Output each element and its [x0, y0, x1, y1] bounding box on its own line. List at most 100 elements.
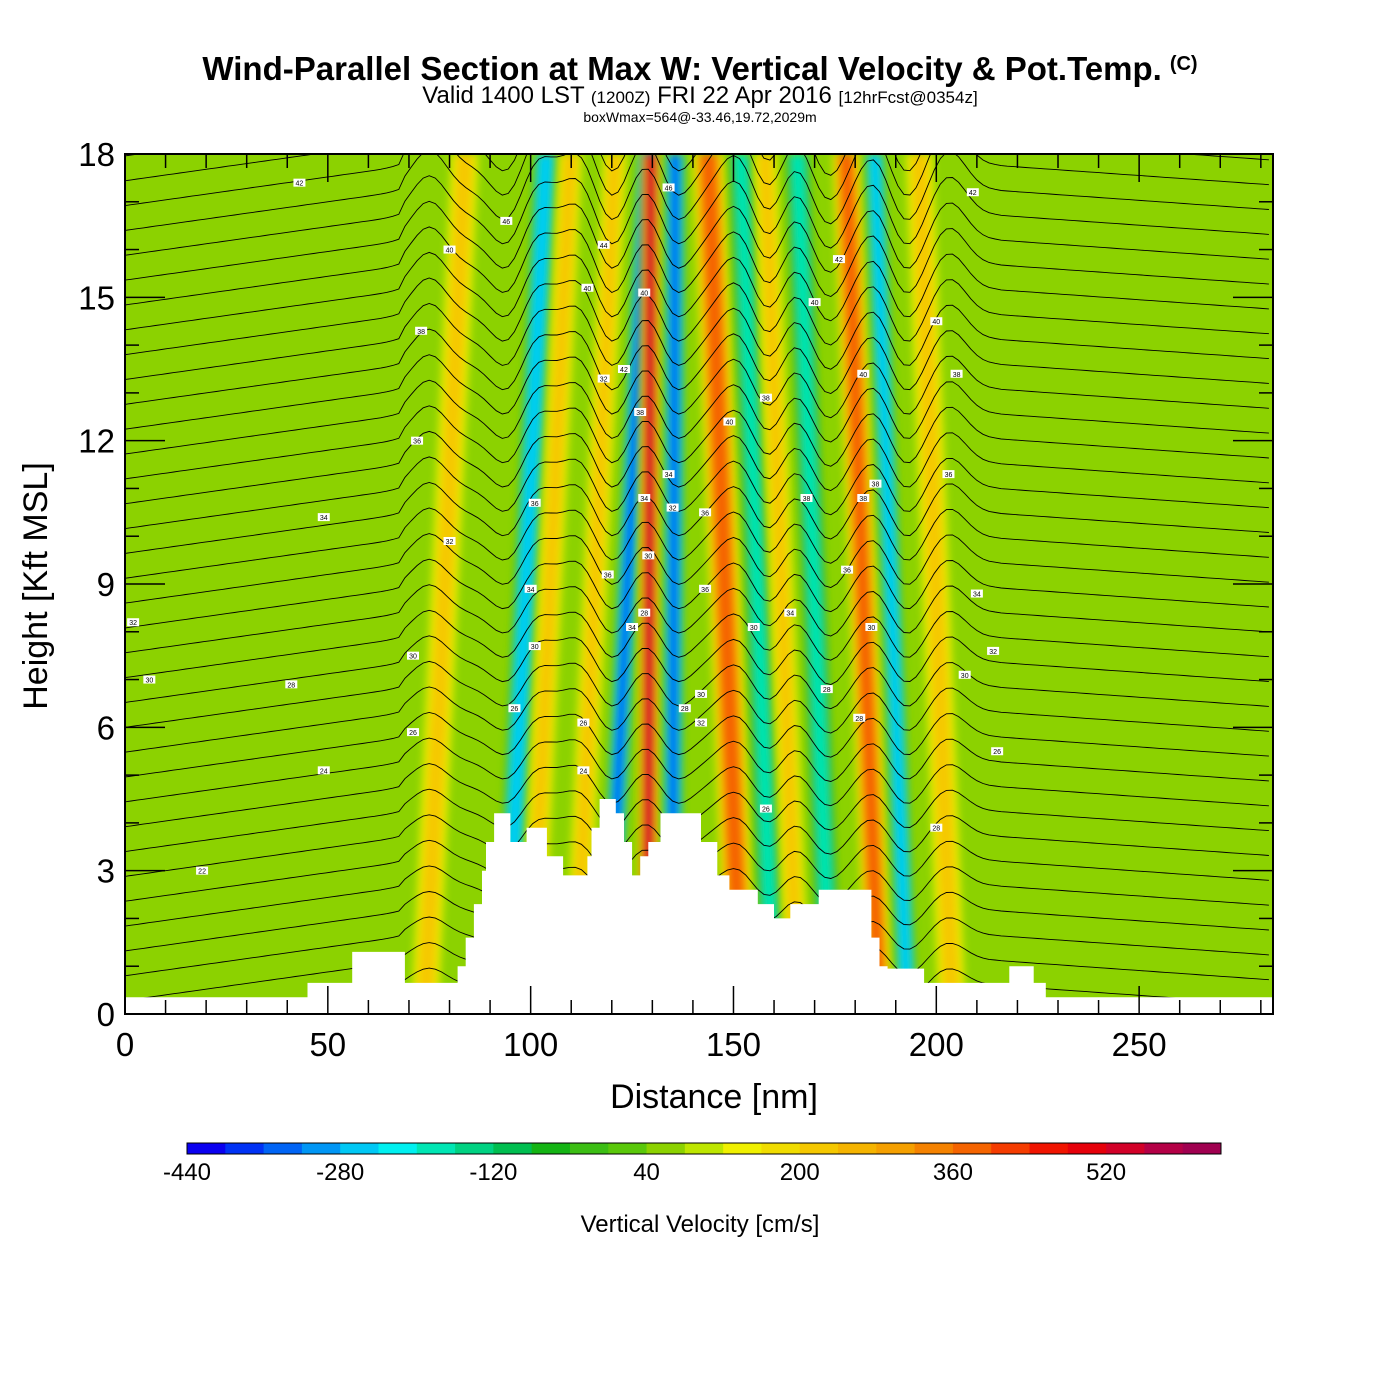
isentrope-label-text: 36	[701, 510, 709, 517]
isentrope-label-box	[597, 240, 610, 249]
isentrope-label: 24	[577, 766, 590, 775]
isentrope-line	[125, 303, 1269, 380]
isentrope-label: 40	[443, 245, 456, 255]
isentrope-label: 40	[581, 283, 594, 293]
isentrope-label-box	[317, 513, 330, 522]
isentrope-label-text: 34	[628, 625, 636, 632]
isentrope-label-text: 34	[320, 515, 328, 522]
isentrope-label-box	[699, 584, 712, 593]
isentrope-label-text: 38	[417, 329, 425, 336]
isentrope-label: 26	[508, 704, 521, 713]
isentrope-label: 38	[869, 479, 882, 489]
colorbar-swatch	[838, 1143, 877, 1154]
isentrope-label-text: 32	[446, 539, 454, 546]
isentrope-label-box	[784, 608, 797, 617]
isentrope-label-text: 40	[726, 420, 734, 427]
isentrope-label-box	[293, 178, 306, 187]
isentrope-label-box	[666, 503, 679, 512]
colorbar-swatch	[876, 1143, 916, 1154]
isentrope-label-box	[958, 670, 971, 679]
isentrope-label: 24	[317, 766, 330, 775]
colorbar-swatch	[761, 1143, 801, 1154]
colorbar-tick-label: 200	[780, 1159, 820, 1186]
isentrope-label-box	[930, 823, 943, 832]
isentrope-label: 36	[699, 584, 712, 594]
isentrope-label-text: 38	[953, 372, 961, 379]
isentrope-label-box	[524, 584, 537, 593]
isentrope-label-text: 30	[961, 673, 969, 680]
velocity-band	[728, 154, 786, 1014]
velocity-band-level	[840, 154, 886, 1014]
isentrope-label: 32	[666, 503, 679, 513]
isentrope-label-box	[942, 470, 955, 479]
isentrope-label-box	[443, 537, 456, 545]
isentrope-label-text: 26	[579, 721, 587, 728]
isentrope-label-text: 46	[665, 185, 673, 192]
colorbar-swatch	[493, 1143, 533, 1154]
isentrope-label-text: 34	[527, 587, 535, 594]
isentrope-label: 42	[293, 178, 306, 188]
isentrope-label-text: 38	[859, 496, 867, 503]
isentrope-label: 40	[857, 369, 870, 379]
isentrope-label-text: 32	[129, 620, 137, 627]
velocity-band	[905, 154, 967, 1014]
isentrope-label-text: 30	[531, 644, 539, 651]
isentrope-label-box	[642, 551, 655, 560]
isentrope-label: 28	[638, 608, 651, 618]
isentrope-label-box	[857, 494, 870, 502]
isentrope-label: 30	[695, 689, 708, 699]
isentrope-label-text: 38	[762, 396, 770, 403]
isentrope-label: 42	[617, 365, 630, 374]
isentrope-line	[125, 251, 1269, 331]
isentrope-label-box	[626, 623, 639, 631]
y-tick-label: 3	[97, 853, 115, 890]
isentrope-label-box	[508, 704, 521, 713]
terrain-profile	[125, 799, 1273, 1014]
velocity-band-level	[701, 154, 749, 1014]
isentrope-label-text: 40	[811, 300, 819, 307]
isentrope-label: 40	[723, 417, 736, 427]
colorbar-swatch	[952, 1143, 992, 1154]
isentrope-label-box	[991, 747, 1004, 756]
isentrope-label-text: 42	[835, 257, 843, 264]
colorbar-swatch	[646, 1143, 686, 1154]
isentrope-label-text: 32	[669, 506, 677, 513]
colorbar-swatch	[1067, 1143, 1107, 1154]
velocity-bands	[410, 154, 967, 1014]
isentrope-label: 38	[800, 494, 813, 503]
isentrope-line	[125, 635, 1269, 703]
isentrope-line	[125, 430, 1269, 505]
isentrope-label-text: 42	[620, 367, 628, 374]
isentrope-label: 28	[285, 680, 298, 689]
isentrope-label-box	[800, 494, 813, 502]
y-tick-label: 0	[97, 996, 115, 1033]
isentrope-label: 28	[820, 685, 833, 694]
terrain	[125, 799, 1273, 1014]
isentrope-label-box	[638, 494, 651, 502]
isentrope-label: 28	[930, 823, 943, 833]
velocity-band	[562, 154, 628, 1014]
isentrope-line	[125, 584, 1269, 654]
isentrope-label: 30	[865, 623, 878, 632]
isentrope-label-box	[577, 718, 590, 727]
colorbar-swatch	[684, 1143, 724, 1154]
isentrope-label-box	[196, 866, 209, 875]
chart-title: Wind-Parallel Section at Max W: Vertical…	[0, 50, 1400, 88]
colorbar-swatch	[455, 1143, 494, 1154]
velocity-band-level	[643, 154, 655, 1014]
colorbar-swatch	[799, 1143, 839, 1154]
colorbar-tick-label: 40	[633, 1159, 660, 1186]
isentrope-label-text: 40	[859, 372, 867, 379]
isentrope-label: 36	[601, 570, 614, 579]
colorbar-swatch	[1144, 1143, 1184, 1154]
isentrope-label-box	[987, 646, 1000, 655]
isentrope-label-box	[662, 183, 675, 192]
isentrope-label: 34	[970, 589, 983, 599]
velocity-band	[785, 154, 843, 1014]
isentrope-line	[125, 507, 1269, 579]
isentrope-label-box	[415, 326, 428, 335]
colorbar-swatch	[1106, 1143, 1145, 1154]
isentrope-label-box	[966, 188, 979, 197]
